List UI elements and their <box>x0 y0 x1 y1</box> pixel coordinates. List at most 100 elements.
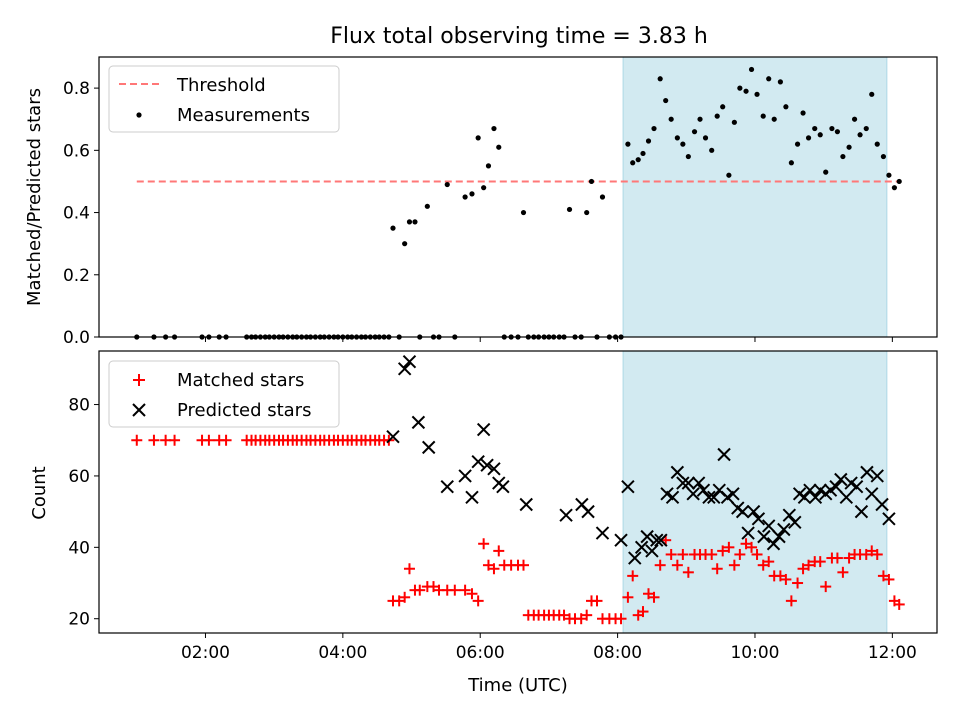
measurement-point <box>702 135 709 141</box>
top-y-axis: 0.0 0.2 0.4 0.6 0.8 <box>63 79 99 348</box>
predicted-star-point <box>650 533 664 547</box>
measurement-point <box>588 178 595 185</box>
bottom-x-tick-label: 04:00 <box>318 643 367 663</box>
measurement-point <box>846 144 852 150</box>
matched-star-point <box>820 581 832 593</box>
predicted-star-point <box>757 529 771 544</box>
predicted-star-point <box>440 479 454 494</box>
matched-star-point <box>648 591 660 603</box>
measurement-point <box>469 191 475 197</box>
predicted-star-point <box>411 415 426 430</box>
matched-star-point <box>615 613 627 625</box>
measurement-point <box>520 209 527 216</box>
measurement-point <box>777 79 783 85</box>
measurement-point <box>406 219 413 225</box>
measurement-point <box>651 125 657 132</box>
matched-star-point <box>734 548 746 560</box>
predicted-star-point <box>458 469 472 483</box>
matched-star-point <box>459 584 471 596</box>
bottom-plot-frame <box>98 350 938 634</box>
measurement-point <box>424 203 430 209</box>
predicted-star-point <box>803 483 817 497</box>
top-panel: 0.00.20.40.60.8 Matched/Predicted stars … <box>24 56 938 348</box>
measurement-point <box>896 178 902 185</box>
predicted-star-point <box>782 508 797 522</box>
predicted-star-point <box>834 472 848 487</box>
measurement-point <box>496 144 502 150</box>
predicted-star-point <box>726 487 740 501</box>
predicted-star-point <box>465 490 479 505</box>
bottom-x-tick-label: 08:00 <box>593 643 642 663</box>
top-y-tick-label: 0.6 <box>63 141 90 161</box>
measurement-point <box>812 125 818 132</box>
matched-star-point <box>581 609 593 621</box>
matched-star-point <box>622 591 634 603</box>
predicted-star-point <box>559 508 573 522</box>
measurement-point <box>697 116 703 122</box>
measurement-point <box>630 160 636 166</box>
measurement-point <box>794 141 801 147</box>
matched-star-point <box>728 559 740 571</box>
predicted-star-point <box>777 522 791 537</box>
predicted-star-point <box>860 465 874 480</box>
legend-matched-label: Matched stars <box>177 370 304 391</box>
matched-star-point <box>591 595 603 607</box>
predicted-star-point <box>621 479 635 494</box>
measurement-point <box>640 150 646 157</box>
measurement-point <box>891 185 898 191</box>
top-y-tick-label: 0.0 <box>63 328 90 348</box>
measurement-point <box>760 113 766 119</box>
predicted-star-point <box>519 497 533 512</box>
matched-star-point <box>637 606 649 618</box>
matched-star-point <box>148 434 160 446</box>
predicted-star-points <box>386 355 896 565</box>
top-highlight-span <box>622 56 888 338</box>
measurement-point <box>462 194 468 200</box>
measurement-point <box>635 157 641 163</box>
measurement-point <box>481 185 487 191</box>
predicted-star-point <box>707 490 721 505</box>
predicted-star-point <box>397 362 412 376</box>
matched-star-point <box>478 538 490 550</box>
matched-star-point <box>220 434 232 446</box>
predicted-star-point <box>751 512 766 526</box>
predicted-star-point <box>634 540 649 555</box>
measurement-point <box>709 147 715 153</box>
predicted-star-point <box>421 440 436 455</box>
measurement-point <box>475 135 481 141</box>
measurement-point <box>863 125 869 132</box>
matched-star-point <box>665 548 677 560</box>
bottom-x-tick-label: 02:00 <box>181 643 230 663</box>
top-y-tick-label: 0.2 <box>63 266 90 286</box>
predicted-star-point <box>702 490 716 505</box>
legend-predicted-swatch <box>132 403 146 417</box>
predicted-star-point <box>849 479 864 494</box>
matched-star-point <box>723 541 735 553</box>
predicted-star-point <box>581 504 595 519</box>
predicted-star-point <box>829 479 843 494</box>
top-legend: Threshold Measurements <box>108 65 340 133</box>
predicted-star-point <box>762 519 776 533</box>
matched-star-point <box>751 548 763 560</box>
measurement-point <box>771 116 777 122</box>
x-axis-label: Time (UTC) <box>467 675 568 696</box>
predicted-star-point <box>882 512 896 526</box>
measurement-point <box>874 141 880 147</box>
matched-star-point <box>780 573 792 585</box>
measurement-point <box>720 104 726 110</box>
matched-star-point <box>893 598 905 610</box>
matched-star-point <box>399 591 411 603</box>
predicted-star-point <box>654 533 668 547</box>
predicted-star-point <box>471 454 485 469</box>
matched-star-point <box>414 584 426 596</box>
predicted-star-point <box>870 469 884 483</box>
measurement-point <box>823 169 829 175</box>
measurement-point <box>805 135 812 141</box>
matched-star-point <box>682 566 694 578</box>
matched-star-point <box>831 552 843 564</box>
predicted-star-point <box>640 529 654 544</box>
predicted-star-point <box>628 551 642 565</box>
predicted-star-point <box>480 458 494 472</box>
